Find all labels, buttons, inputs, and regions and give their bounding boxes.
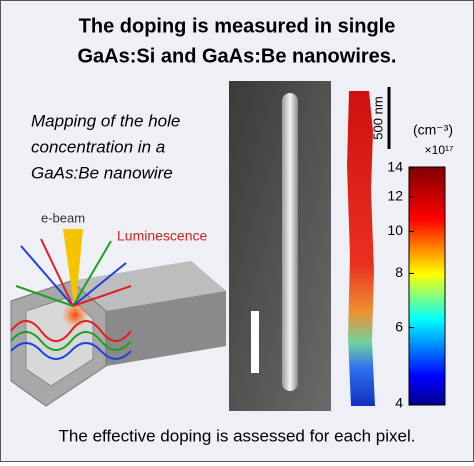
sem-scale-bar — [251, 311, 259, 373]
colorbar — [408, 166, 446, 406]
caption-line: GaAs:Be nanowire — [31, 163, 173, 182]
scale-bar-label: 500 nm — [370, 96, 385, 139]
colorbar-tick-label: 8 — [395, 264, 403, 280]
nanowire-image — [282, 93, 298, 391]
colorbar-tick-label: 6 — [395, 318, 403, 334]
colorbar-tick-label: 4 — [395, 395, 403, 411]
emission-label: Luminescence — [117, 228, 207, 244]
colorbar-unit: (cm⁻³) — [413, 122, 453, 138]
title-line: The doping is measured in single — [79, 15, 396, 37]
colorbar-tick-label: 14 — [387, 159, 403, 175]
e-beam — [63, 229, 83, 313]
footer: The effective doping is assessed for eac… — [59, 426, 416, 445]
doping-map — [347, 91, 375, 406]
nanowire-diagram: e-beam Luminescence — [10, 210, 226, 407]
colorbar-tick-label: 12 — [387, 188, 403, 204]
title-line: GaAs:Si and GaAs:Be nanowires. — [78, 45, 397, 67]
colorbar-multiplier: ×10¹⁷ — [425, 143, 454, 157]
caption-line: Mapping of the hole — [31, 111, 180, 130]
caption-line: concentration in a — [31, 137, 165, 156]
colorbar-tick-label: 10 — [387, 222, 403, 238]
beam-label: e-beam — [41, 210, 85, 225]
sem-image — [229, 81, 331, 411]
